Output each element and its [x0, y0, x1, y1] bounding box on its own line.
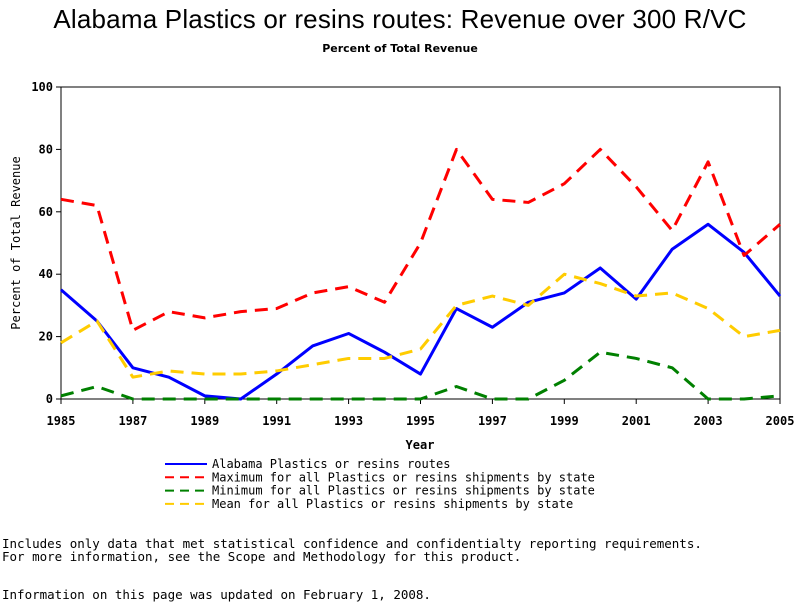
- footnote-updated: Information on this page was updated on …: [2, 587, 431, 602]
- x-tick-label: 1997: [478, 414, 507, 428]
- legend-label: Alabama Plastics or resins routes: [212, 457, 450, 471]
- legend: Alabama Plastics or resins routesMaximum…: [165, 457, 595, 511]
- x-tick-label: 1999: [550, 414, 579, 428]
- y-tick-label: 100: [31, 80, 53, 94]
- footnote-methodology: For more information, see the Scope and …: [2, 549, 522, 564]
- plot-frame: [60, 86, 781, 400]
- y-tick-label: 0: [46, 392, 53, 406]
- footnote-confidence: Includes only data that met statistical …: [2, 536, 702, 551]
- legend-label: Maximum for all Plastics or resins shipm…: [212, 470, 595, 484]
- chart-title: Alabama Plastics or resins routes: Reven…: [53, 4, 747, 34]
- series-line-maximum: [60, 147, 781, 332]
- x-tick-label: 1989: [190, 414, 219, 428]
- x-tick-label: 1991: [262, 414, 291, 428]
- line-chart: 1985 1987 1989 1991 1993 1995 1997 1999 2001 2003…: [9, 80, 795, 511]
- x-tick-label: 2001: [622, 414, 651, 428]
- y-axis-label: Percent of Total Revenue: [9, 156, 23, 329]
- x-tick-label: 2005: [766, 414, 795, 428]
- x-tick-label: 1995: [406, 414, 435, 428]
- legend-label: Mean for all Plastics or resins shipment…: [212, 497, 573, 511]
- x-tick-label: 1993: [334, 414, 363, 428]
- y-tick-label: 40: [39, 267, 53, 281]
- y-tick-label: 80: [39, 142, 53, 156]
- y-tick-label: 60: [39, 205, 53, 219]
- series-line-alabama: [60, 222, 782, 401]
- x-tick-label: 2003: [694, 414, 723, 428]
- y-tick-label: 20: [39, 330, 53, 344]
- x-tick-label: 1985: [47, 414, 76, 428]
- x-axis-label: Year: [406, 438, 435, 452]
- series-line-minimum: [60, 350, 781, 401]
- legend-label: Minimum for all Plastics or resins shipm…: [212, 484, 595, 498]
- chart-subtitle: Percent of Total Revenue: [322, 42, 478, 55]
- x-tick-label: 1987: [118, 414, 147, 428]
- series-line-mean: [60, 272, 781, 379]
